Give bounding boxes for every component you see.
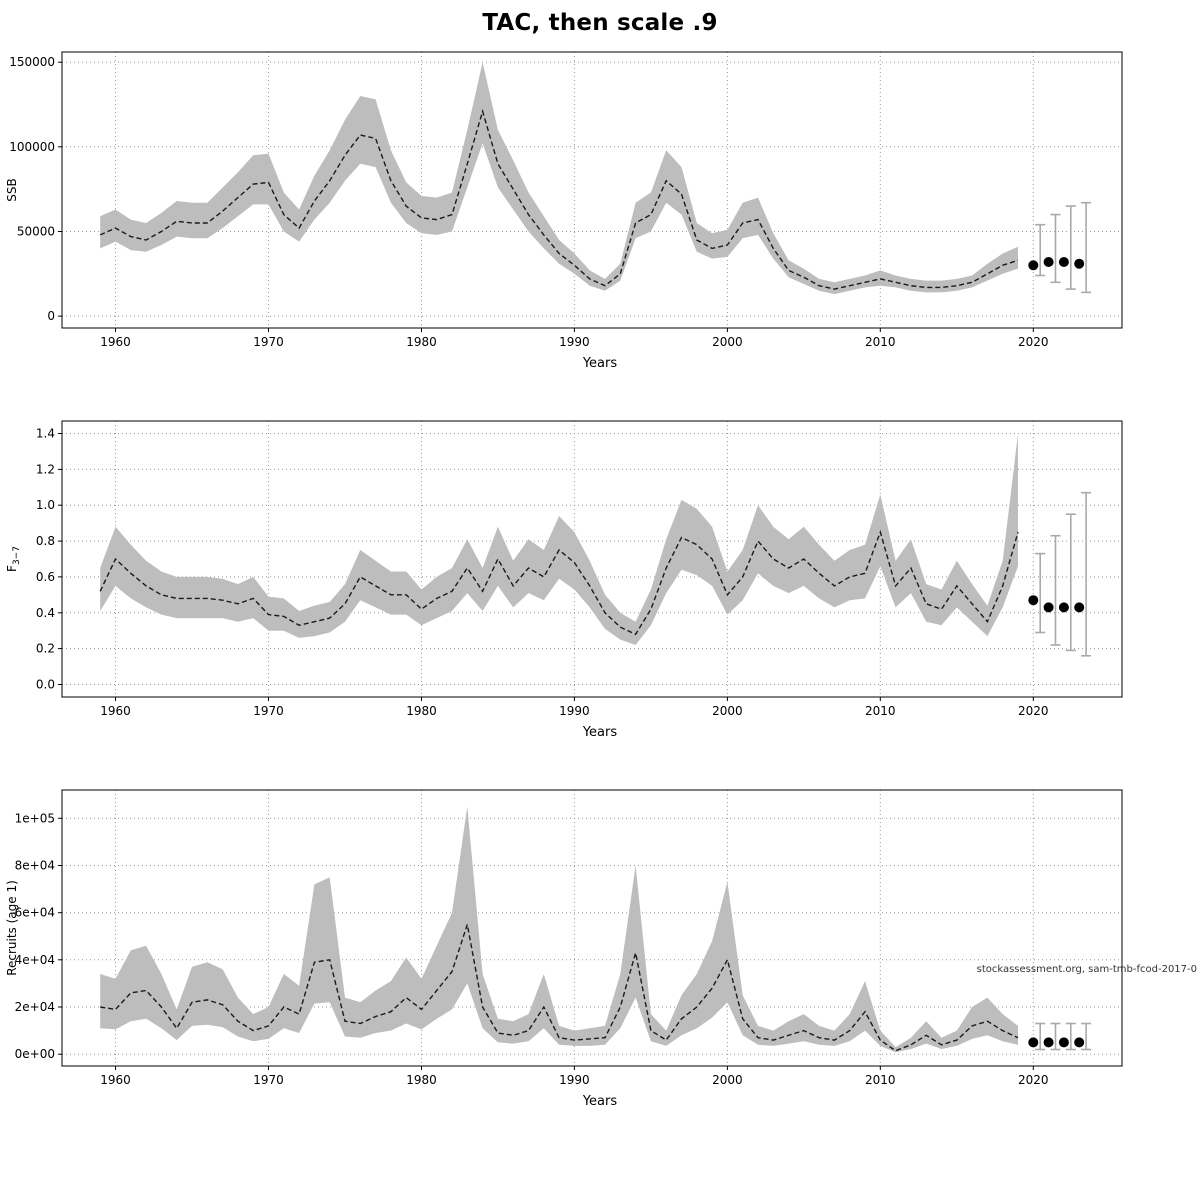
y-tick-label: 0: [47, 309, 55, 323]
y-tick-label: 1.0: [36, 498, 55, 512]
y-axis-title: SSB: [5, 178, 19, 201]
x-tick-label: 1990: [559, 335, 590, 349]
x-tick-label: 1980: [406, 335, 437, 349]
ssb-xaxis-title: Years: [582, 356, 618, 371]
forecast-point: [1028, 1037, 1039, 1048]
y-tick-label: 2e+04: [15, 1000, 55, 1014]
recruits-panel: 1960 1970 1980 1990 2000 2010 2020 0e+00 2e+04 4e…: [0, 784, 1200, 1109]
x-tick-label: 2000: [712, 1073, 743, 1087]
recruits-chart: 1960 1970 1980 1990 2000 2010 2020 0e+00 2e+04 4e…: [5, 789, 1197, 1087]
y-tick-label: 1.4: [36, 427, 55, 441]
forecast-point: [1043, 1037, 1054, 1048]
ssb-panel: 1960 1970 1980 1990 2000 2010 2020 0 50000 100000…: [0, 46, 1200, 371]
forecast-point: [1058, 602, 1069, 613]
x-tick-label: 1970: [253, 335, 284, 349]
y-tick-label: 50000: [17, 225, 55, 239]
forecast-point: [1028, 260, 1039, 271]
x-tick-label: 2010: [865, 335, 896, 349]
y-tick-label: 1.2: [36, 462, 55, 476]
x-tick-label: 1980: [406, 1073, 437, 1087]
forecast-point: [1043, 602, 1054, 613]
estimate-line: [100, 924, 1019, 1052]
x-tick-label: 1960: [100, 1073, 131, 1087]
forecast-point: [1058, 257, 1069, 267]
figure-page: TAC, then scale .9 1960 1970 1980 1990 2000 2…: [0, 10, 1200, 1109]
y-tick-label: 100000: [9, 140, 55, 154]
x-tick-label: 2000: [712, 335, 743, 349]
x-tick-label: 1970: [253, 704, 284, 718]
y-tick-label: 0.2: [36, 642, 55, 656]
forecast-point: [1058, 1037, 1069, 1048]
x-tick-label: 1990: [559, 1073, 590, 1087]
fbar-panel: 1960 1970 1980 1990 2000 2010 2020 0.0 0.2 0.4 0.6…: [0, 415, 1200, 740]
y-tick-label: 6e+04: [15, 906, 55, 920]
page-title: TAC, then scale .9: [482, 10, 718, 36]
forecast-point: [1074, 602, 1085, 613]
recruits-xaxis-title: Years: [582, 1094, 618, 1109]
watermark-text: stockassessment.org, sam-tmb-fcod-2017-0: [977, 964, 1197, 975]
x-tick-label: 2010: [865, 704, 896, 718]
x-tick-label: 2020: [1018, 704, 1049, 718]
y-axis-title: F3−7: [5, 546, 22, 572]
x-tick-label: 2020: [1018, 1073, 1049, 1087]
forecast-point: [1043, 257, 1054, 267]
x-tick-label: 1960: [100, 335, 131, 349]
forecast-point: [1074, 258, 1085, 269]
x-tick-label: 1980: [406, 704, 437, 718]
y-tick-label: 0.4: [36, 606, 55, 620]
y-tick-label: 0e+00: [15, 1047, 55, 1061]
x-tick-label: 2010: [865, 1073, 896, 1087]
fbar-xaxis-title: Years: [582, 725, 618, 740]
confidence-band: [100, 806, 1018, 1053]
forecast-point: [1028, 595, 1039, 606]
x-tick-label: 2020: [1018, 335, 1049, 349]
confidence-band: [100, 62, 1018, 295]
estimate-line: [99, 529, 1019, 636]
ssb-chart: 1960 1970 1980 1990 2000 2010 2020 0 50000 100000…: [5, 51, 1123, 349]
y-tick-label: 4e+04: [15, 953, 55, 967]
y-tick-label: 0.0: [36, 678, 55, 692]
y-tick-label: 0.6: [36, 570, 55, 584]
x-tick-label: 1960: [100, 704, 131, 718]
x-tick-label: 2000: [712, 704, 743, 718]
confidence-band: [100, 433, 1018, 645]
plot-border: [61, 420, 1123, 698]
y-axis-title: Recruits (age 1): [5, 880, 19, 976]
y-tick-label: 150000: [9, 55, 55, 69]
y-tick-label: 0.8: [36, 534, 55, 548]
y-tick-label: 8e+04: [15, 859, 55, 873]
plot-border: [61, 789, 1123, 1067]
y-tick-label: 1e+05: [15, 811, 55, 825]
forecast-point: [1074, 1037, 1085, 1048]
plot-border: [61, 51, 1123, 329]
estimate-line: [99, 108, 1019, 290]
x-tick-label: 1990: [559, 704, 590, 718]
x-tick-label: 1970: [253, 1073, 284, 1087]
fbar-chart: 1960 1970 1980 1990 2000 2010 2020 0.0 0.2 0.4 0.6…: [5, 420, 1123, 718]
